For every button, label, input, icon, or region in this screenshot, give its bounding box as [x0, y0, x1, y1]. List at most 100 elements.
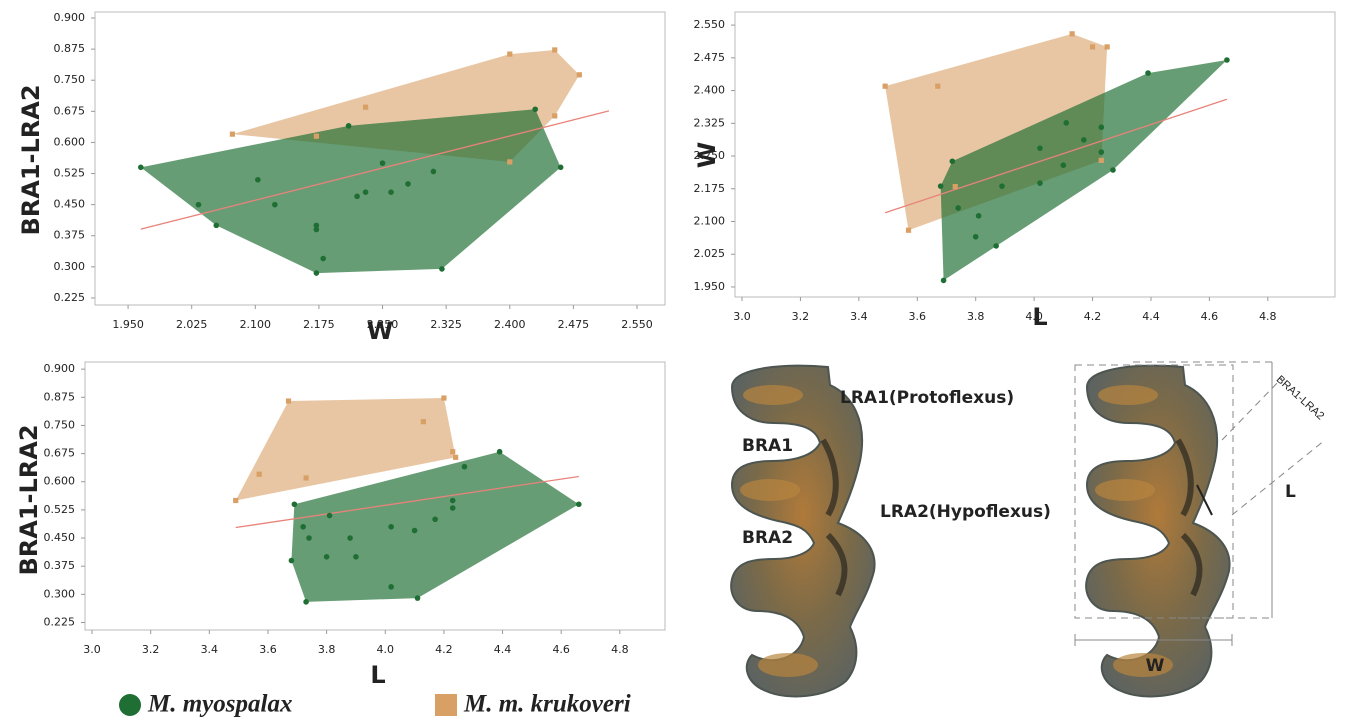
- y-tick-label: 0.225: [54, 291, 86, 304]
- point: [993, 243, 999, 249]
- point: [354, 193, 360, 200]
- point: [320, 255, 326, 262]
- point: [449, 497, 456, 504]
- x-tick-label: 3.8: [967, 310, 985, 323]
- point: [229, 131, 236, 137]
- x-tick-label: 4.0: [1025, 310, 1043, 323]
- point: [1037, 145, 1043, 151]
- y-tick-label: 0.375: [54, 229, 86, 242]
- x-axis-title: W: [367, 317, 393, 345]
- point: [285, 398, 292, 404]
- point: [1224, 57, 1230, 63]
- y-tick-label: 0.750: [54, 73, 86, 86]
- x-tick-label: 2.100: [240, 318, 272, 331]
- y-tick-label: 0.875: [44, 390, 76, 403]
- point: [362, 104, 369, 110]
- point: [575, 501, 582, 508]
- point: [256, 471, 262, 477]
- x-tick-label: 3.4: [850, 310, 868, 323]
- point: [326, 512, 333, 519]
- x-tick-label: 3.4: [201, 643, 219, 656]
- point: [1110, 167, 1116, 173]
- hull: [940, 60, 1227, 281]
- point: [405, 181, 411, 187]
- point: [353, 554, 359, 560]
- point: [430, 168, 437, 175]
- x-axis-title: L: [1032, 303, 1047, 331]
- y-tick-label: 0.450: [44, 531, 76, 544]
- point: [313, 270, 320, 276]
- point: [1098, 157, 1104, 163]
- point: [449, 505, 456, 511]
- y-tick-label: 0.225: [44, 615, 76, 628]
- point: [972, 233, 979, 240]
- point: [411, 527, 418, 534]
- legend-label: M. m. krukoveri: [463, 691, 631, 718]
- trend-line: [235, 475, 579, 529]
- point: [379, 160, 386, 166]
- point: [362, 189, 369, 195]
- point: [388, 523, 394, 530]
- point: [1080, 137, 1087, 143]
- y-tick-label: 2.550: [694, 18, 726, 31]
- point: [347, 535, 353, 541]
- y-axis-title: W: [693, 142, 721, 168]
- y-tick-label: 0.525: [44, 503, 76, 516]
- point: [1089, 44, 1096, 50]
- y-axis-title: BRA1-LRA2: [17, 84, 45, 235]
- point: [432, 516, 438, 523]
- measure-label: L: [1285, 482, 1296, 502]
- x-tick-label: 2.475: [558, 318, 590, 331]
- point: [975, 213, 982, 219]
- y-tick-label: 2.475: [694, 51, 726, 64]
- point: [300, 523, 306, 530]
- point: [532, 106, 539, 113]
- figure-label: BRA1: [742, 436, 793, 456]
- x-tick-label: 3.6: [259, 643, 277, 656]
- y-tick-label: 2.400: [694, 84, 726, 97]
- point: [272, 201, 278, 208]
- y-tick-label: 2.100: [694, 214, 726, 227]
- point: [552, 113, 558, 119]
- x-tick-label: 2.400: [494, 318, 526, 331]
- x-axis-title: L: [370, 661, 385, 689]
- y-tick-label: 0.900: [44, 362, 76, 375]
- measure-lines: [1074, 361, 1326, 619]
- point: [507, 51, 513, 57]
- y-tick-label: 0.525: [54, 167, 86, 180]
- x-tick-label: 2.175: [303, 318, 335, 331]
- point: [557, 164, 564, 171]
- point: [576, 72, 582, 78]
- y-tick-label: 2.250: [694, 149, 726, 162]
- y-tick-label: 1.950: [694, 280, 726, 293]
- point: [949, 158, 956, 165]
- point: [195, 201, 202, 208]
- point: [313, 226, 320, 233]
- x-tick-label: 4.2: [435, 643, 453, 656]
- point: [439, 266, 445, 272]
- point: [291, 501, 298, 508]
- x-tick-label: 2.025: [176, 318, 208, 331]
- x-tick-label: 4.8: [1259, 310, 1277, 323]
- hull: [885, 33, 1108, 231]
- y-tick-label: 2.175: [694, 182, 726, 195]
- x-tick-label: 2.250: [367, 318, 399, 331]
- measure-bars: [1074, 362, 1273, 646]
- x-tick-label: 3.6: [909, 310, 927, 323]
- y-tick-label: 0.300: [44, 587, 76, 600]
- trend-line: [140, 110, 610, 230]
- point: [345, 123, 352, 129]
- y-tick-label: 0.675: [44, 447, 76, 460]
- point: [496, 448, 503, 455]
- point: [388, 584, 394, 590]
- point: [507, 159, 513, 165]
- x-tick-label: 1.950: [112, 318, 144, 331]
- point: [323, 554, 330, 560]
- y-tick-label: 0.875: [54, 42, 86, 55]
- y-tick-label: 0.675: [54, 104, 86, 117]
- point: [940, 277, 947, 284]
- x-tick-label: 2.550: [621, 318, 653, 331]
- point: [313, 133, 319, 139]
- figure-label: BRA2: [742, 528, 793, 548]
